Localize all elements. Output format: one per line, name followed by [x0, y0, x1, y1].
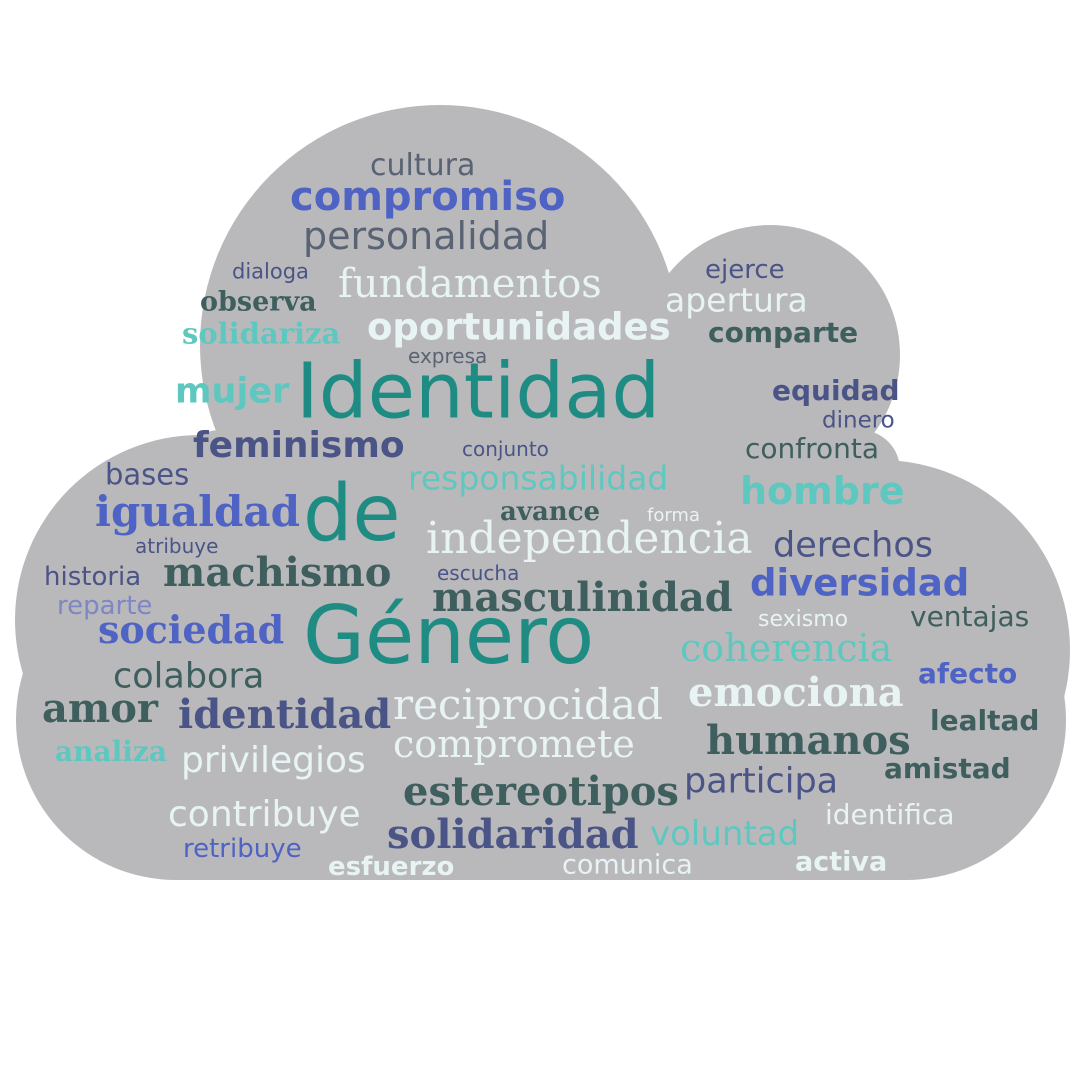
word-historia: historia — [44, 562, 142, 592]
word-reparte: reparte — [57, 591, 153, 621]
word-avance: avance — [500, 497, 601, 527]
word-masculinidad: masculinidad — [432, 574, 733, 621]
word-observa: observa — [200, 286, 317, 318]
word-voluntad: voluntad — [650, 814, 800, 854]
word-retribuye: retribuye — [183, 834, 302, 864]
word-derechos: derechos — [773, 525, 933, 566]
word-amistad: amistad — [884, 752, 1011, 785]
word-coherencia: coherencia — [680, 626, 893, 670]
word-privilegios: privilegios — [181, 740, 366, 781]
word-participa: participa — [684, 761, 839, 802]
word-atribuye: atribuye — [135, 534, 219, 558]
word-emociona: emociona — [688, 669, 904, 716]
word-cultura: cultura — [370, 148, 476, 183]
word-sexismo: sexismo — [758, 607, 849, 632]
word-mujer: mujer — [175, 371, 290, 412]
cloud-body — [15, 105, 1070, 880]
word-reciprocidad: reciprocidad — [393, 680, 663, 729]
word-estereotipos: estereotipos — [403, 768, 679, 815]
word-apertura: apertura — [665, 280, 808, 320]
cloud-lobe-right — [640, 225, 900, 485]
word-machismo: machismo — [163, 549, 392, 596]
word-diversidad: diversidad — [750, 561, 970, 605]
word-equidad: equidad — [772, 374, 900, 407]
word-bases: bases — [105, 457, 190, 492]
word-personalidad: personalidad — [303, 214, 550, 258]
word-comparte: comparte — [708, 316, 859, 349]
word-igualdad: igualdad — [95, 487, 300, 536]
word-amor: amor — [42, 685, 158, 732]
word-fundamentos: fundamentos — [338, 261, 602, 307]
word-solidaridad: solidaridad — [387, 811, 639, 858]
word-compromete: compromete — [393, 722, 635, 766]
word-lealtad: lealtad — [930, 704, 1040, 737]
word-expresa: expresa — [408, 344, 488, 368]
word-analiza: analiza — [55, 735, 167, 768]
word-oportunidades: oportunidades — [367, 305, 671, 349]
word-activa: activa — [795, 846, 888, 878]
word-independencia: independencia — [426, 513, 753, 564]
word-confronta: confronta — [745, 432, 880, 465]
word-genero: Género — [303, 589, 595, 682]
word-ejerce: ejerce — [705, 255, 785, 285]
word-identidad-title: Identidad — [296, 347, 661, 437]
word-contribuye: contribuye — [168, 794, 361, 835]
word-ventajas: ventajas — [910, 600, 1030, 633]
word-feminismo: feminismo — [193, 425, 405, 466]
word-dialoga: dialoga — [232, 259, 309, 284]
word-colabora: colabora — [113, 656, 265, 697]
word-responsabilidad: responsabilidad — [408, 458, 669, 498]
word-humanos: humanos — [706, 717, 911, 764]
word-sociedad: sociedad — [98, 607, 285, 652]
word-compromiso: compromiso — [290, 174, 566, 220]
word-dinero: dinero — [822, 407, 895, 434]
word-solidariza: solidariza — [182, 316, 341, 351]
word-identifica: identifica — [825, 798, 955, 831]
word-hombre: hombre — [740, 469, 905, 513]
word-escucha: escucha — [437, 561, 520, 585]
word-forma: forma — [647, 505, 700, 526]
word-afecto: afecto — [918, 657, 1018, 690]
word-esfuerzo: esfuerzo — [328, 852, 455, 882]
word-identidad: identidad — [178, 691, 392, 738]
word-comunica: comunica — [562, 849, 693, 881]
word-de: de — [303, 469, 401, 559]
cloud-base — [16, 560, 1066, 880]
word-conjunto: conjunto — [462, 437, 549, 461]
